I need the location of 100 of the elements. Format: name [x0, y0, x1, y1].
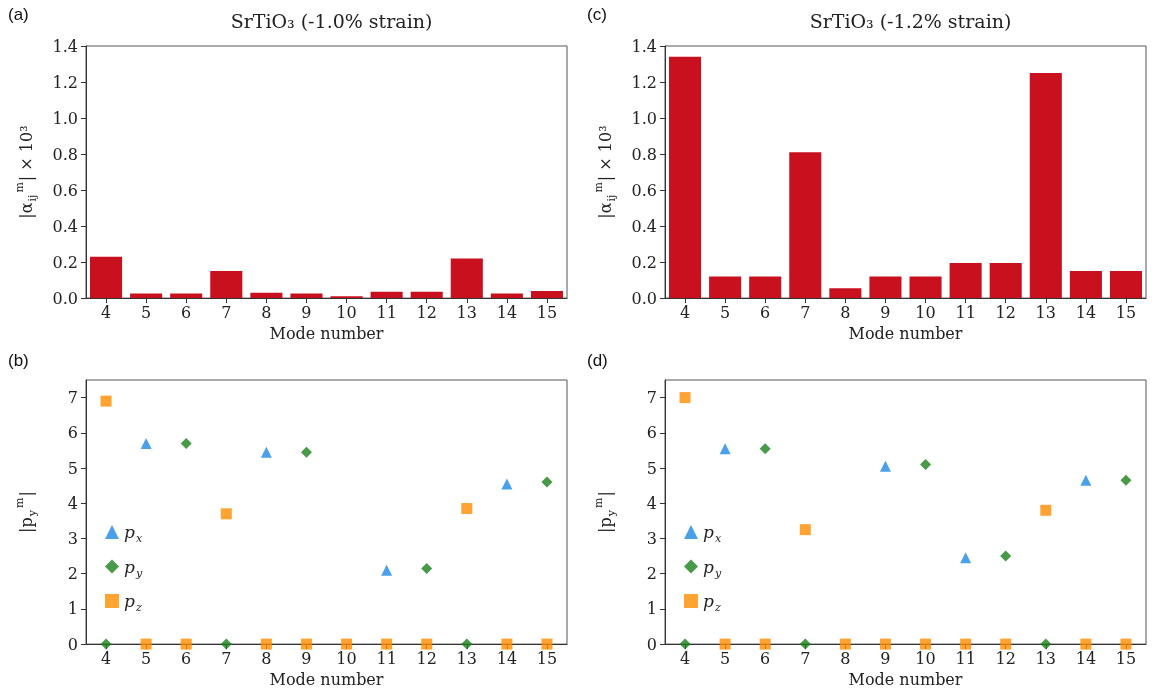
point — [461, 638, 473, 650]
bar — [250, 292, 283, 299]
point — [1000, 638, 1012, 650]
point — [100, 395, 112, 407]
x-tick-label: 5 — [720, 302, 731, 322]
y-tick-label: 2 — [646, 564, 657, 584]
x-tick-label: 12 — [995, 648, 1016, 668]
x-tick-label: 9 — [301, 648, 312, 668]
y-tick-label: 0.2 — [52, 252, 78, 272]
x-tick-label: 8 — [840, 648, 851, 668]
point — [260, 446, 272, 458]
x-tick-label: 13 — [456, 648, 477, 668]
x-tick-label: 10 — [336, 302, 357, 322]
bar — [90, 256, 123, 299]
x-tick-label: 14 — [496, 302, 518, 322]
y-tick-label: 0 — [646, 634, 657, 654]
point — [300, 638, 312, 650]
bar — [410, 291, 443, 299]
bar — [1029, 73, 1062, 299]
y-axis-title: |pym| — [13, 491, 39, 533]
point — [719, 638, 731, 650]
point — [260, 638, 272, 650]
y-tick-label: 3 — [646, 528, 657, 548]
y-tick-label: 0.0 — [52, 288, 78, 308]
x-tick-label: 7 — [221, 648, 232, 668]
point — [100, 638, 112, 650]
point — [839, 638, 851, 650]
point — [501, 638, 513, 650]
y-tick-label: 5 — [646, 458, 657, 478]
point — [1040, 504, 1052, 516]
x-tick-label: 15 — [536, 648, 558, 668]
point — [1080, 638, 1092, 650]
x-tick-label: 5 — [141, 302, 152, 322]
y-tick-label: 0.4 — [631, 216, 657, 236]
x-tick-label: 15 — [1115, 648, 1137, 668]
y-axis-title: |pym| — [592, 491, 618, 533]
y-tick-label: 4 — [67, 493, 78, 513]
chart-title: SrTiO₃ (-1.2% strain) — [809, 9, 1012, 32]
x-tick-label: 14 — [1075, 302, 1097, 322]
bar — [749, 276, 782, 299]
bar — [450, 258, 483, 299]
x-tick-label: 4 — [100, 302, 112, 322]
point — [381, 638, 393, 650]
y-tick-label: 1.2 — [52, 72, 78, 92]
point — [1080, 474, 1092, 486]
point — [679, 638, 691, 650]
point — [879, 460, 891, 472]
x-tick-label: 7 — [221, 302, 232, 322]
point — [920, 638, 932, 650]
x-tick-label: 12 — [416, 648, 437, 668]
bar — [789, 152, 822, 299]
x-tick-label: 11 — [955, 648, 976, 668]
x-tick-label: 11 — [955, 302, 976, 322]
point — [960, 638, 972, 650]
x-tick-label: 10 — [336, 648, 357, 668]
y-axis-title: |αijm| × 10³ — [592, 125, 618, 219]
x-tick-label: 6 — [760, 648, 771, 668]
point — [799, 638, 811, 650]
y-tick-label: 1.0 — [631, 108, 657, 128]
x-tick-label: 6 — [181, 648, 192, 668]
x-tick-label: 15 — [536, 302, 558, 322]
point — [381, 564, 393, 576]
x-tick-label: 12 — [995, 302, 1016, 322]
text: (c) — [587, 5, 607, 24]
x-tick-label: 5 — [141, 648, 152, 668]
x-tick-label: 8 — [261, 648, 272, 668]
point — [180, 437, 192, 449]
y-tick-label: 0.0 — [631, 288, 657, 308]
bar — [210, 271, 243, 299]
point — [541, 476, 553, 488]
point — [140, 437, 152, 449]
bar — [530, 290, 563, 299]
x-tick-label: 12 — [416, 302, 437, 322]
bar — [949, 262, 982, 299]
bar — [370, 291, 403, 299]
x-tick-label: 4 — [100, 648, 112, 668]
y-tick-label: 7 — [67, 388, 78, 408]
x-axis-title: Mode number — [848, 323, 963, 343]
point — [719, 443, 731, 455]
x-tick-label: 13 — [456, 302, 477, 322]
y-tick-label: 1.4 — [52, 36, 78, 56]
point — [799, 524, 811, 536]
x-tick-label: 9 — [880, 302, 891, 322]
y-tick-label: 0.8 — [631, 144, 657, 164]
x-tick-label: 6 — [181, 302, 192, 322]
x-tick-label: 15 — [1115, 302, 1137, 322]
y-tick-label: 0.2 — [631, 252, 657, 272]
y-tick-label: 3 — [67, 528, 78, 548]
point — [501, 478, 513, 490]
x-tick-label: 9 — [301, 302, 312, 322]
point — [1120, 638, 1132, 650]
point — [180, 638, 192, 650]
y-tick-label: 0.6 — [631, 180, 657, 200]
x-tick-label: 4 — [679, 648, 691, 668]
x-tick-label: 7 — [800, 648, 811, 668]
y-tick-label: 0 — [67, 634, 78, 654]
text: (b) — [8, 351, 29, 370]
x-tick-label: 10 — [915, 648, 936, 668]
point — [1000, 550, 1012, 562]
y-tick-label: 1.2 — [631, 72, 657, 92]
